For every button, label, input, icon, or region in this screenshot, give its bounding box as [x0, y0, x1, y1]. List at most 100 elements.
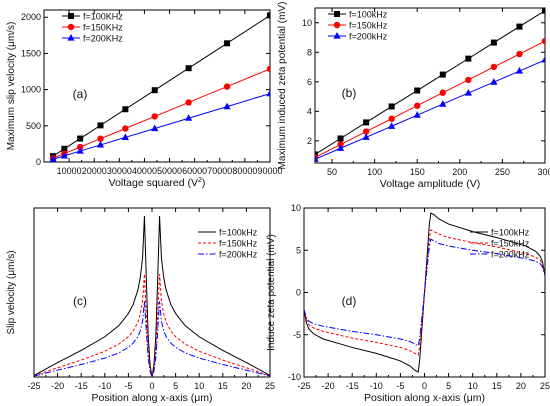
- x-tick-label: -15: [346, 381, 359, 391]
- series-1: [315, 8, 545, 158]
- x-axis-title: Position along x-axis (μm): [91, 392, 212, 404]
- x-tick-label: -25: [27, 381, 40, 391]
- x-tick-label: 20000: [82, 166, 107, 176]
- x-tick-label: -15: [75, 381, 88, 391]
- data-point: [490, 78, 498, 85]
- chart-panel-3: -25 -20 -15 -10 -5 0 5 10 15 20 25 Position along x…: [6, 207, 275, 404]
- data-point: [414, 102, 421, 109]
- data-point: [266, 89, 270, 97]
- series-line: [52, 68, 270, 159]
- data-point: [315, 155, 319, 162]
- x-tick-label: 50000: [157, 166, 182, 176]
- data-point: [224, 40, 231, 47]
- series-line: [304, 229, 545, 356]
- y-tick-label: 4: [307, 106, 312, 116]
- legend-label: f=150kHz: [491, 239, 530, 249]
- data-point: [60, 151, 68, 159]
- series-line: [34, 301, 270, 377]
- x-tick-label: -20: [51, 381, 64, 391]
- series-line: [52, 93, 270, 160]
- data-point: [541, 37, 545, 45]
- x-tick-label: 300: [537, 167, 550, 177]
- legend-label: f=200kHz: [349, 32, 388, 42]
- x-tick-label: -20: [322, 381, 335, 391]
- x-tick-label: 15: [218, 381, 228, 391]
- y-axis-title: Induce zeta potential (mV): [266, 234, 277, 351]
- legend-label: f=150kHz: [349, 21, 388, 31]
- x-tick-label: 0: [149, 381, 154, 391]
- series-2: [315, 37, 545, 161]
- panel-label: (d): [342, 294, 357, 308]
- data-point: [121, 133, 129, 140]
- data-point: [151, 124, 159, 132]
- data-point: [336, 144, 345, 151]
- data-point: [388, 122, 396, 129]
- data-point: [414, 87, 421, 94]
- series-line: [34, 216, 270, 377]
- series-2: [49, 65, 270, 162]
- x-tick-label: 100: [367, 167, 382, 177]
- chart-panel-2: 50 100 150 200 250 300 2 4 6 8 10 Voltage amplitude…: [277, 2, 550, 190]
- data-point: [464, 89, 472, 96]
- data-point: [516, 50, 523, 58]
- x-tick-label: 80000: [232, 166, 257, 176]
- x-tick-label: 50: [327, 167, 337, 177]
- y-tick-label: 10: [291, 203, 301, 213]
- x-tick-label: 25: [540, 381, 550, 391]
- x-tick-label: 10000: [57, 166, 82, 176]
- series-3: [315, 55, 545, 162]
- x-tick-label: 70000: [207, 166, 232, 176]
- legend-label: f=100kHz: [219, 228, 258, 238]
- legend-marker: [67, 34, 75, 41]
- data-point: [516, 23, 523, 30]
- data-point: [490, 63, 498, 71]
- legend-label: f=100kHz: [491, 228, 530, 238]
- x-tick-label: 25: [265, 381, 275, 391]
- data-point: [362, 128, 370, 135]
- y-axis-title: Slip velocity (μm/s): [6, 250, 17, 334]
- series-2: [304, 229, 545, 356]
- y-tick-label: 2000: [21, 12, 41, 22]
- y-tick-label: 10: [302, 18, 312, 28]
- y-tick-label: -10: [288, 372, 301, 382]
- x-tick-label: 30000: [107, 166, 132, 176]
- y-tick-label: 0: [296, 288, 301, 298]
- legend-label: f=200kHz: [491, 250, 530, 260]
- data-point: [388, 115, 395, 122]
- x-tick-label: 200: [452, 167, 467, 177]
- x-tick-label: 40000: [132, 166, 157, 176]
- x-tick-label: 150: [410, 167, 425, 177]
- panel-label: (c): [73, 294, 87, 308]
- chart-panel-4: -25 -20 -15 -10 -5 0 5 10 15 20 25-10-50510Positio…: [266, 203, 550, 404]
- data-point: [185, 99, 192, 106]
- x-tick-label: -5: [124, 381, 132, 391]
- series-3: [304, 238, 545, 347]
- x-axis-title-sup: 2: [198, 177, 202, 184]
- data-point: [185, 65, 192, 72]
- legend-label: f=150KHz: [83, 23, 123, 33]
- data-point: [266, 65, 270, 73]
- data-point: [223, 102, 231, 110]
- data-point: [122, 125, 129, 132]
- legend-label: f=150kHz: [219, 239, 258, 249]
- legend-marker: [67, 23, 75, 31]
- series-line: [304, 238, 545, 347]
- series-line: [315, 40, 545, 158]
- x-tick-label: -5: [396, 381, 404, 391]
- data-point: [97, 122, 104, 129]
- data-point: [363, 119, 370, 126]
- legend-label: f=200KHz: [83, 34, 123, 44]
- data-point: [267, 12, 270, 19]
- legend-label: f=100KHz: [83, 12, 123, 22]
- y-tick-label: 8: [307, 47, 312, 57]
- x-tick-label: 15: [492, 381, 502, 391]
- x-tick-label: 0: [422, 381, 427, 391]
- chart-panel-1: 10000 20000 30000 40000 50000 60000 70000 80000…: [6, 9, 283, 189]
- panel-label: (b): [342, 86, 357, 100]
- data-point: [49, 155, 57, 162]
- data-point: [413, 111, 421, 118]
- series-3: [34, 301, 270, 377]
- x-tick-label: 20: [516, 381, 526, 391]
